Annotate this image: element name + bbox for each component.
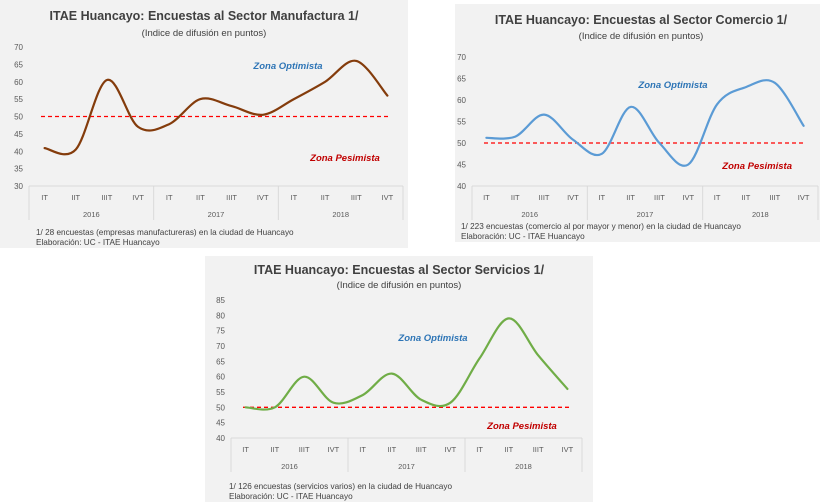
manufactura-chart-svg: ITAE Huancayo: Encuestas al Sector Manuf… (14, 9, 404, 220)
y-tick-label: 65 (14, 60, 23, 69)
series-line (43, 59, 389, 156)
x-tick-label: IVT (132, 193, 144, 202)
x-tick-label: IIIT (351, 193, 362, 202)
x-tick-label: IIIT (654, 193, 665, 202)
x-tick-label: IVT (328, 445, 340, 454)
y-tick-label: 65 (457, 75, 466, 84)
x-tick-label: IVT (562, 445, 574, 454)
y-tick-label: 75 (216, 327, 225, 336)
y-tick-label: 55 (14, 95, 23, 104)
x-tick-label: IIIT (299, 445, 310, 454)
x-tick-label: IT (359, 445, 366, 454)
y-tick-label: 70 (216, 342, 225, 351)
x-tick-label: IT (41, 193, 48, 202)
zona-optimista-label: Zona Optimista (252, 61, 322, 72)
chart-panel-servicios: ITAE Huancayo: Encuestas al Sector Servi… (205, 256, 593, 502)
y-tick-label: 70 (457, 53, 466, 62)
y-tick-label: 40 (216, 434, 225, 443)
y-tick-label: 35 (14, 165, 23, 174)
y-tick-label: 40 (14, 147, 23, 156)
x-tick-label: IVT (682, 193, 694, 202)
zona-optimista-label: Zona Optimista (637, 80, 707, 91)
y-tick-label: 45 (14, 130, 23, 139)
x-tick-label: IIT (321, 193, 330, 202)
x-tick-label: IVT (382, 193, 394, 202)
x-year-label: 2018 (752, 210, 769, 219)
x-tick-label: IIIT (533, 445, 544, 454)
x-tick-label: IIIT (416, 445, 427, 454)
y-tick-label: 85 (216, 296, 225, 305)
x-year-label: 2018 (515, 462, 532, 471)
x-tick-label: IIIT (539, 193, 550, 202)
y-tick-label: 50 (216, 403, 225, 412)
x-tick-label: IT (291, 193, 298, 202)
x-tick-label: IIT (505, 445, 514, 454)
x-tick-label: IIT (71, 193, 80, 202)
footnote-credit: Elaboración: UC - ITAE Huancayo (461, 232, 585, 241)
x-year-label: 2016 (281, 462, 298, 471)
y-tick-label: 45 (216, 419, 225, 428)
y-tick-label: 55 (457, 118, 466, 127)
y-tick-label: 60 (216, 373, 225, 382)
x-tick-label: IT (242, 445, 249, 454)
x-tick-label: IIIT (226, 193, 237, 202)
zona-pesimista-label: Zona Pesimista (486, 421, 557, 432)
comercio-chart-svg: ITAE Huancayo: Encuestas al Sector Comer… (457, 13, 819, 220)
x-tick-label: IIIT (769, 193, 780, 202)
x-tick-label: IIT (511, 193, 520, 202)
zona-pesimista-label: Zona Pesimista (309, 153, 380, 164)
x-tick-label: IT (476, 445, 483, 454)
x-tick-label: IT (714, 193, 721, 202)
x-tick-label: IVT (798, 193, 810, 202)
y-tick-label: 70 (14, 43, 23, 52)
footnote-credit: Elaboración: UC - ITAE Huancayo (36, 238, 160, 247)
chart-subtitle: (Indice de difusión en puntos) (579, 31, 704, 42)
x-year-label: 2018 (332, 210, 349, 219)
y-tick-label: 80 (216, 311, 225, 320)
x-year-label: 2017 (398, 462, 415, 471)
y-tick-label: 50 (14, 113, 23, 122)
x-tick-label: IIT (626, 193, 635, 202)
x-tick-label: IIT (742, 193, 751, 202)
chart-subtitle: (Indice de difusión en puntos) (337, 280, 462, 291)
y-tick-label: 65 (216, 357, 225, 366)
x-tick-label: IIT (388, 445, 397, 454)
y-tick-label: 50 (457, 139, 466, 148)
chart-title: ITAE Huancayo: Encuestas al Sector Servi… (254, 263, 545, 277)
series-line (244, 317, 569, 411)
y-tick-label: 45 (457, 161, 466, 170)
zona-optimista-label: Zona Optimista (397, 333, 467, 344)
x-tick-label: IIIT (101, 193, 112, 202)
y-tick-label: 30 (14, 182, 23, 191)
x-year-label: 2017 (208, 210, 225, 219)
y-tick-label: 60 (457, 96, 466, 105)
chart-subtitle: (Indice de difusión en puntos) (142, 28, 267, 39)
x-tick-label: IVT (567, 193, 579, 202)
footnote-source: 1/ 126 encuestas (servicios varios) en l… (229, 482, 453, 491)
y-tick-label: 40 (457, 182, 466, 191)
footnote-source: 1/ 28 encuestas (empresas manufactureras… (36, 228, 294, 237)
x-year-label: 2016 (83, 210, 100, 219)
y-tick-label: 55 (216, 388, 225, 397)
x-year-label: 2016 (521, 210, 538, 219)
x-tick-label: IIT (196, 193, 205, 202)
zona-pesimista-label: Zona Pesimista (721, 161, 792, 172)
x-tick-label: IT (483, 193, 490, 202)
footnote-credit: Elaboración: UC - ITAE Huancayo (229, 492, 353, 501)
x-tick-label: IT (598, 193, 605, 202)
chart-panel-manufactura: ITAE Huancayo: Encuestas al Sector Manuf… (0, 0, 408, 248)
chart-title: ITAE Huancayo: Encuestas al Sector Comer… (495, 13, 788, 27)
x-tick-label: IVT (257, 193, 269, 202)
x-tick-label: IIT (271, 445, 280, 454)
chart-panel-comercio: ITAE Huancayo: Encuestas al Sector Comer… (455, 4, 820, 242)
x-year-label: 2017 (637, 210, 654, 219)
y-tick-label: 60 (14, 78, 23, 87)
x-tick-label: IVT (445, 445, 457, 454)
chart-title: ITAE Huancayo: Encuestas al Sector Manuf… (50, 9, 359, 23)
footnote-source: 1/ 223 encuestas (comercio al por mayor … (461, 222, 741, 231)
x-tick-label: IT (166, 193, 173, 202)
servicios-chart-svg: ITAE Huancayo: Encuestas al Sector Servi… (216, 263, 583, 472)
series-line (485, 79, 805, 167)
